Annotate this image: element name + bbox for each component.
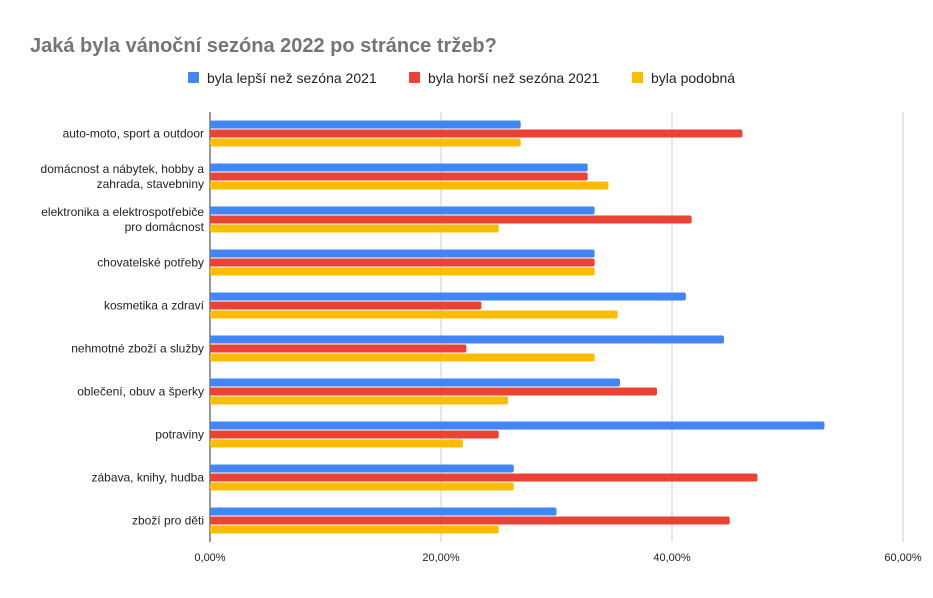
bar-2 <box>210 482 514 491</box>
bar-2 <box>210 181 609 190</box>
bar-2 <box>210 525 499 534</box>
category-label: chovatelské potřeby <box>97 256 204 270</box>
bar-0 <box>210 292 686 301</box>
legend-label-0: byla lepší než sezóna 2021 <box>207 70 377 86</box>
bar-0 <box>210 335 724 344</box>
bar-1 <box>210 387 657 396</box>
bar-2 <box>210 267 595 276</box>
bar-0 <box>210 464 514 473</box>
category-label: elektronika a elektrospotřebiče <box>41 205 204 219</box>
bar-1 <box>210 301 482 310</box>
bar-0 <box>210 507 557 516</box>
bar-0 <box>210 421 825 430</box>
category-label: nehmotné zboží a služby <box>71 342 204 356</box>
x-tick-label: 60,00% <box>884 552 922 564</box>
x-tick-label: 20,00% <box>422 552 460 564</box>
x-tick-label: 40,00% <box>653 552 691 564</box>
bar-1 <box>210 129 743 138</box>
bar-1 <box>210 172 588 181</box>
legend-label-2: byla podobná <box>651 70 735 86</box>
chart-title: Jaká byla vánoční sezóna 2022 po stránce… <box>30 35 497 57</box>
bars <box>210 120 825 534</box>
bar-2 <box>210 439 463 448</box>
category-labels: auto-moto, sport a outdoor domácnost a ná… <box>41 127 205 528</box>
bar-1 <box>210 473 758 482</box>
category-label: domácnost a nábytek, hobby a <box>41 162 205 176</box>
x-tick-label: 0,00% <box>194 552 225 564</box>
bar-0 <box>210 120 521 129</box>
bar-2 <box>210 310 618 319</box>
bar-1 <box>210 516 730 525</box>
bar-2 <box>210 396 508 405</box>
category-label: oblečení, obuv a šperky <box>77 385 204 399</box>
bar-1 <box>210 258 595 267</box>
legend-swatch-0 <box>188 72 199 83</box>
bar-2 <box>210 138 521 147</box>
x-axis-ticks: 0,00% 20,00% 40,00% 60,00% <box>194 552 921 564</box>
legend-swatch-1 <box>409 72 420 83</box>
category-label: potraviny <box>155 428 204 442</box>
bar-2 <box>210 224 499 233</box>
category-label: auto-moto, sport a outdoor <box>63 127 204 141</box>
category-label: pro domácnost <box>125 220 205 234</box>
bar-0 <box>210 378 621 387</box>
category-label: zboží pro děti <box>132 514 204 528</box>
category-label: zahrada, stavebniny <box>97 177 204 191</box>
bar-1 <box>210 344 467 353</box>
bar-2 <box>210 353 595 362</box>
legend-label-1: byla horší než sezóna 2021 <box>428 70 599 86</box>
category-label: kosmetika a zdraví <box>104 299 205 313</box>
legend: byla lepší než sezóna 2021 byla horší než… <box>188 70 735 86</box>
bar-0 <box>210 163 588 172</box>
bar-1 <box>210 430 499 439</box>
bar-1 <box>210 215 692 224</box>
bar-0 <box>210 206 595 215</box>
bar-0 <box>210 249 595 258</box>
category-label: zábava, knihy, hudba <box>91 471 204 485</box>
legend-swatch-2 <box>632 72 643 83</box>
